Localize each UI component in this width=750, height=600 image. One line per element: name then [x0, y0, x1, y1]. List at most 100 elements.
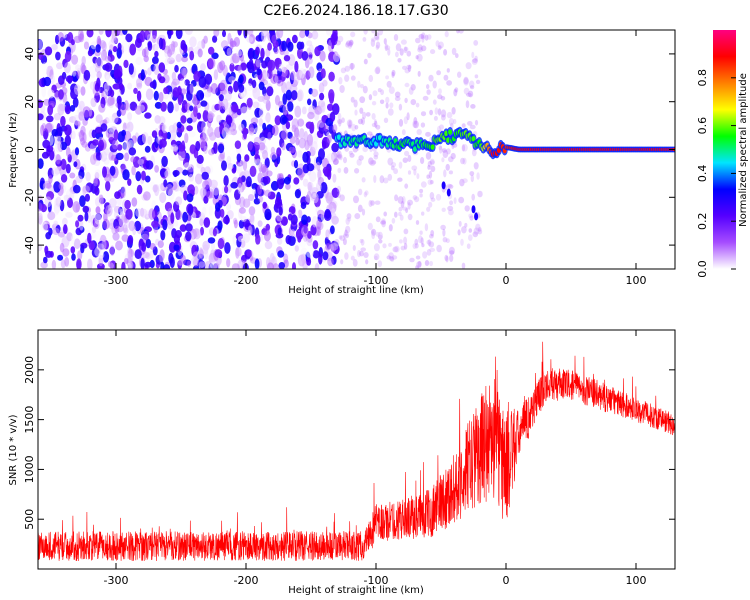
spectrogram-cell — [348, 40, 354, 46]
spectrogram-cell — [189, 50, 195, 61]
spectrogram-cell — [237, 183, 243, 195]
spectrogram-cell — [292, 34, 298, 44]
spectrogram-cell — [381, 219, 386, 228]
spectrogram-cell — [429, 160, 435, 165]
spectrogram-cell — [365, 259, 369, 265]
spectrogram-cell — [411, 165, 418, 171]
spectrogram-cell — [428, 74, 434, 82]
spectrogram-cell — [64, 62, 71, 74]
signal-cell — [441, 181, 446, 190]
spectrogram-cell — [362, 37, 367, 42]
spectrogram-cell — [471, 193, 476, 201]
spectrogram-cell — [264, 189, 271, 197]
spectrogram-cell — [462, 157, 467, 165]
spectrogram-cell — [109, 165, 116, 176]
spectrogram-cell — [375, 124, 381, 130]
spectrogram-cell — [285, 89, 293, 101]
spectrogram-cell — [299, 30, 306, 39]
spectrogram-cell — [349, 39, 354, 46]
spectrogram-cell — [429, 180, 434, 185]
spectrogram-cell — [226, 47, 232, 57]
spectrogram-cell — [471, 58, 478, 65]
spectrogram-cell — [113, 129, 119, 141]
spectrogram-cell — [458, 196, 465, 204]
spectrogram-cell — [204, 90, 212, 98]
spectrogram-cell — [448, 118, 454, 126]
spectrogram-cell — [468, 90, 474, 98]
spectrogram-cell — [391, 71, 395, 78]
spectrogram-cell — [251, 188, 257, 195]
spectrogram-cell — [422, 251, 428, 259]
spectrogram-cell — [433, 115, 438, 121]
spectrogram-cell — [258, 142, 266, 151]
spectrogram-cell — [354, 109, 358, 116]
spectrogram-cell — [236, 153, 242, 163]
spectrogram-cell — [47, 211, 56, 221]
spectrogram-cell — [42, 183, 47, 190]
spectrogram-cell — [178, 144, 186, 152]
spectrogram-cell — [340, 67, 347, 74]
spectrogram-cell — [311, 192, 319, 204]
spectrogram-cell — [148, 208, 156, 220]
spectrogram-cell — [87, 49, 93, 57]
spectrogram-cell — [55, 196, 62, 208]
spectrogram-cell — [145, 160, 154, 170]
spectrogram-cell — [253, 136, 262, 146]
spectrogram-cell — [330, 32, 338, 45]
spectrogram-cell — [349, 62, 355, 70]
signal-cell — [413, 146, 417, 152]
spectrogram-cell — [291, 90, 298, 101]
spectrogram-cell — [289, 136, 296, 145]
spectrogram-cell — [367, 222, 373, 230]
spectrogram-cell — [344, 229, 348, 237]
spectrogram-cell — [122, 122, 127, 133]
spectrogram-cell — [114, 209, 119, 219]
spectrogram-cell — [122, 30, 128, 35]
spectrogram-cell — [363, 58, 368, 65]
spectrogram-cell — [263, 230, 271, 242]
spectrogram-cell — [266, 262, 274, 269]
spectrogram-cell — [374, 200, 381, 205]
spectrogram-cell — [350, 75, 356, 81]
spectrogram-y-tick-label: 40 — [23, 47, 36, 61]
spectrogram-cell — [354, 168, 360, 174]
spectrogram-cell — [297, 118, 305, 127]
spectrogram-cell — [89, 81, 95, 90]
spectrogram-cell — [458, 220, 462, 227]
spectrogram-cell — [388, 252, 394, 259]
spectrogram-cell — [420, 122, 426, 128]
spectrogram-cell — [102, 218, 110, 230]
spectrogram-cell — [55, 140, 62, 153]
spectrogram-cell — [452, 118, 457, 125]
spectrogram-cell — [40, 221, 49, 232]
spectrogram-cell — [262, 72, 270, 80]
spectrogram-cell — [361, 117, 365, 126]
spectrogram-cell — [327, 257, 334, 267]
spectrogram-cell — [271, 124, 279, 136]
spectrogram-cell — [418, 34, 425, 39]
spectrogram-cell — [167, 30, 172, 40]
spectrogram-cell — [346, 213, 352, 220]
spectrogram-cell — [374, 32, 380, 40]
spectrogram-cell — [112, 139, 119, 150]
spectrogram-cell — [276, 214, 283, 222]
spectrogram-cell — [258, 118, 263, 127]
spectrogram-cell — [337, 112, 342, 121]
spectrogram-cell — [468, 213, 474, 219]
spectrogram-cell — [123, 59, 129, 69]
spectrogram-cell — [446, 111, 453, 119]
spectrogram-cell — [73, 238, 81, 249]
spectrogram-cell — [255, 244, 263, 253]
spectrogram-cell — [122, 224, 128, 233]
spectrogram-cell — [98, 251, 105, 259]
spectrogram-cell — [430, 165, 436, 173]
spectrogram-cell — [317, 105, 325, 113]
spectrogram-cell — [93, 177, 98, 187]
spectrogram-cell — [398, 206, 403, 212]
spectrogram-cell — [307, 181, 312, 192]
spectrogram-cell — [457, 71, 462, 78]
spectrogram-cell — [202, 244, 209, 255]
spectrogram-cell — [231, 104, 239, 113]
spectrogram-cell — [79, 221, 84, 231]
spectrogram-cell — [294, 60, 299, 73]
